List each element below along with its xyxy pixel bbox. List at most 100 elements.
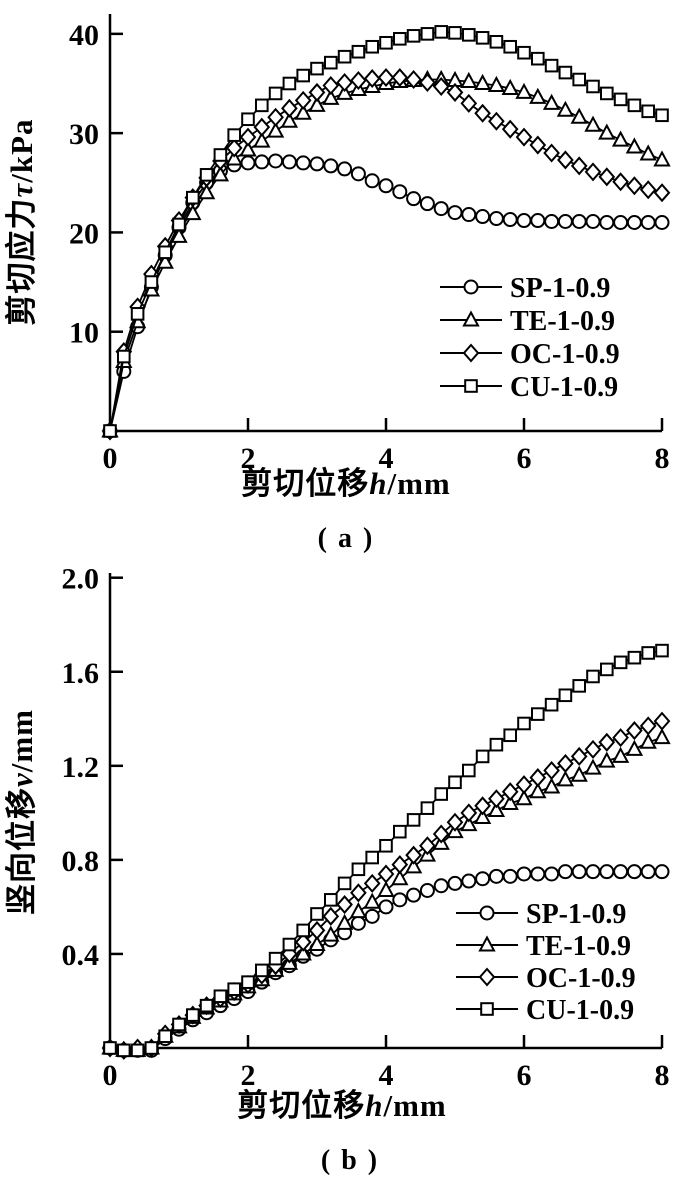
circle-marker: [613, 215, 629, 230]
circle-marker: [350, 915, 366, 931]
triangle-marker: [349, 902, 368, 919]
circle-marker: [254, 154, 270, 170]
diamond-marker: [377, 68, 395, 88]
panel-a-x-axis-title-unit: /mm: [386, 466, 450, 501]
triangle-marker: [225, 149, 243, 166]
circle-marker: [585, 864, 601, 880]
legend-entry-OC-1-0.9: OC-1-0.9: [456, 963, 636, 994]
square-marker: [365, 39, 379, 54]
circle-marker: [475, 209, 491, 225]
y-tick-label: 30: [69, 118, 99, 151]
square-marker: [406, 29, 421, 43]
diamond-marker: [253, 117, 271, 137]
square-marker: [199, 168, 214, 182]
triangle-marker: [625, 137, 644, 154]
square-marker: [480, 1002, 494, 1016]
triangle-marker: [280, 111, 299, 128]
square-marker: [572, 679, 587, 693]
triangle-marker: [335, 83, 354, 100]
diamond-marker: [419, 836, 436, 856]
triangle-marker: [478, 935, 496, 952]
triangle-marker: [197, 183, 216, 200]
y-tick-label: 10: [69, 317, 99, 350]
circle-marker: [626, 215, 642, 230]
circle-marker: [240, 155, 256, 171]
square-marker: [310, 61, 324, 76]
square-marker: [186, 190, 200, 205]
square-marker: [655, 108, 669, 123]
circle-marker: [516, 866, 532, 882]
square-marker: [365, 850, 379, 865]
diamond-marker: [501, 119, 519, 139]
circle-marker: [268, 153, 284, 169]
diamond-marker: [529, 768, 547, 788]
diamond-marker: [584, 739, 602, 759]
panel-a-x-axis-title-symbol: h: [369, 466, 387, 501]
circle-marker: [626, 864, 642, 880]
y-tick-label: 0.4: [62, 939, 100, 972]
square-marker: [462, 763, 476, 778]
circle-marker: [640, 864, 656, 880]
triangle-marker: [501, 793, 519, 810]
triangle-marker: [584, 115, 602, 132]
panel-b-x-axis-title-unit: /mm: [382, 1088, 446, 1123]
diamond-marker: [529, 135, 547, 155]
y-tick-label: 1.2: [62, 751, 100, 784]
square-marker: [379, 838, 393, 853]
diamond-marker: [405, 70, 422, 90]
legend-label: CU-1-0.9: [526, 995, 634, 1026]
legend-label: TE-1-0.9: [510, 306, 615, 337]
legend-label: TE-1-0.9: [526, 931, 631, 962]
circle-marker: [516, 213, 532, 229]
square-marker: [558, 688, 573, 703]
panel-a-y-axis-title-symbol: τ: [4, 183, 39, 198]
triangle-marker: [584, 758, 602, 775]
square-marker: [503, 728, 517, 743]
triangle-marker: [611, 746, 630, 763]
circle-marker: [364, 173, 380, 189]
triangle-marker: [653, 727, 671, 745]
circle-marker: [463, 279, 479, 295]
square-marker: [613, 655, 628, 670]
diamond-marker: [653, 183, 671, 203]
y-tick-label: 40: [69, 19, 99, 52]
square-marker: [117, 1043, 131, 1058]
panel-a-y-axis-title: 剪切应力τ/kPa: [4, 118, 39, 325]
legend-label: CU-1-0.9: [510, 372, 618, 403]
circle-marker: [461, 873, 477, 889]
circle-marker: [488, 211, 504, 227]
panel-b-y-axis-title-unit: /mm: [4, 709, 39, 773]
triangle-marker: [239, 140, 257, 157]
diamond-marker: [391, 68, 409, 88]
y-tick-label: 0.8: [62, 845, 100, 878]
x-tick-label: 8: [655, 442, 670, 475]
triangle-marker: [542, 777, 561, 794]
triangle-marker: [515, 82, 533, 99]
square-marker: [406, 813, 421, 827]
circle-marker: [433, 878, 449, 894]
series-CU-1-0.9: [103, 25, 669, 438]
diamond-marker: [419, 72, 436, 93]
panel-a-x-axis-title: 剪切位移h/mm: [241, 466, 451, 501]
diamond-marker: [294, 932, 312, 952]
triangle-marker: [611, 130, 630, 147]
legend-entry-TE-1-0.9: TE-1-0.9: [440, 306, 615, 337]
panel-b-x-axis-title-cn: 剪切位移: [237, 1088, 365, 1123]
panel-b-y-axis-title-cn: 竖向位移: [4, 787, 39, 915]
diamond-marker: [501, 782, 519, 802]
triangle-marker: [363, 892, 381, 909]
square-marker: [503, 39, 517, 54]
diamond-marker: [612, 172, 629, 192]
square-marker: [586, 79, 600, 94]
triangle-marker: [570, 107, 588, 124]
legend-entry-OC-1-0.9: OC-1-0.9: [440, 339, 620, 370]
panel-b-x-axis-title: 剪切位移h/mm: [237, 1088, 447, 1123]
square-marker: [144, 275, 159, 289]
diamond-marker: [653, 711, 671, 731]
triangle-marker: [570, 765, 588, 782]
square-marker: [572, 72, 587, 87]
circle-marker: [475, 871, 491, 887]
circle-marker: [557, 864, 573, 880]
diamond-marker: [336, 895, 353, 915]
diamond-marker: [557, 753, 574, 773]
